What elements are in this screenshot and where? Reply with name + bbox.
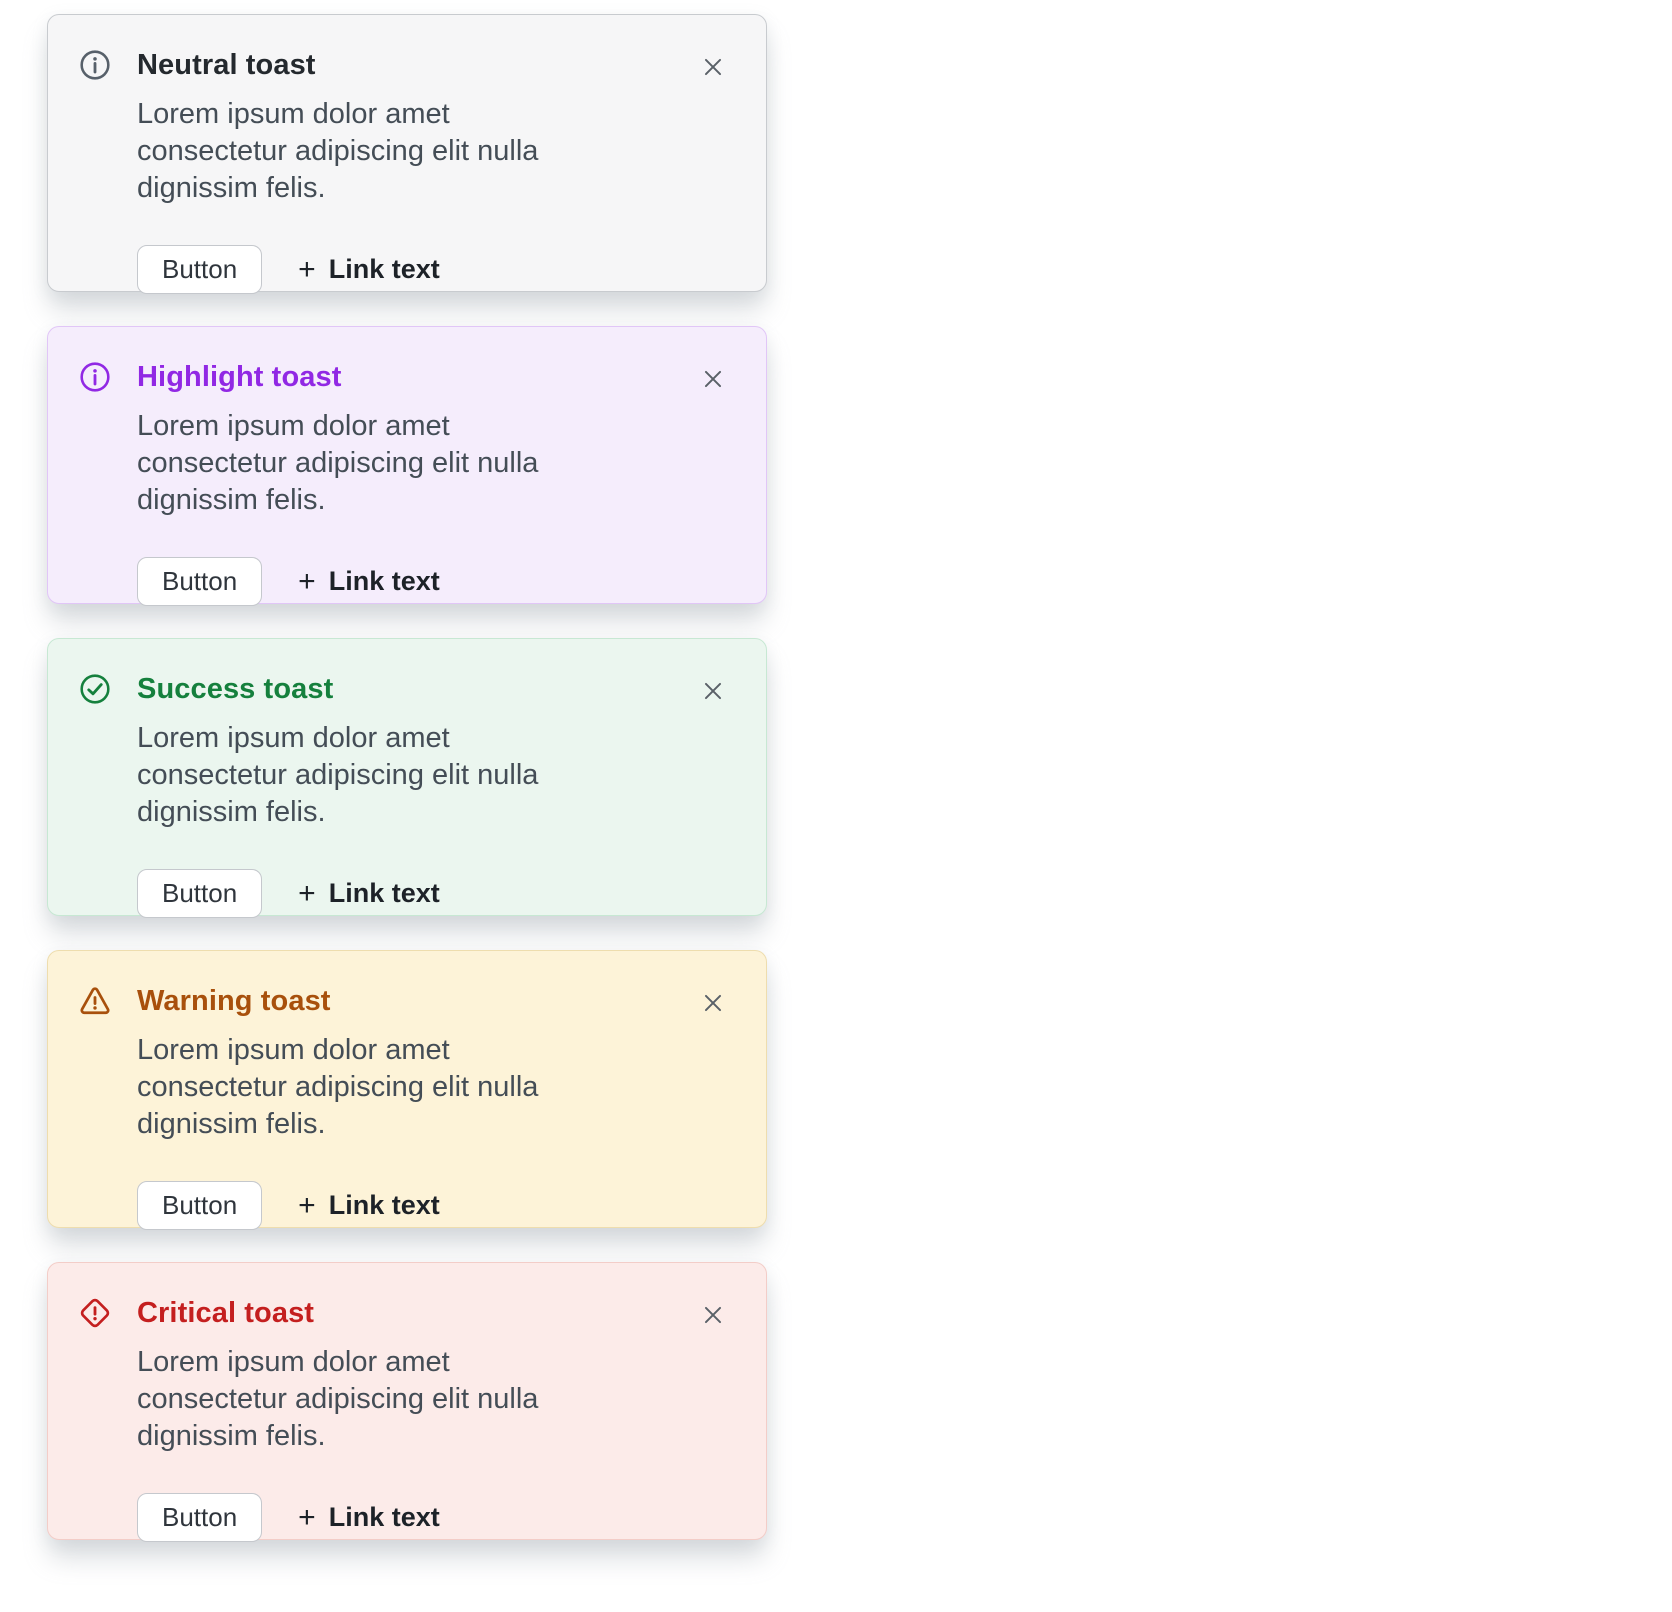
toast-body: Lorem ipsum dolor amet consectetur adipi… xyxy=(137,722,539,828)
toast-actions: Button + Link text xyxy=(137,1181,724,1230)
plus-icon: + xyxy=(298,1188,316,1222)
toast-action-button[interactable]: Button xyxy=(137,245,263,294)
toast-content: Highlight toast Lorem ipsum dolor amet c… xyxy=(137,360,724,606)
toast-link-label: Link text xyxy=(328,1190,440,1220)
toast-list: Neutral toast Lorem ipsum dolor amet con… xyxy=(47,14,767,1542)
toast-content: Success toast Lorem ipsum dolor amet con… xyxy=(137,672,724,918)
plus-icon: + xyxy=(298,1500,316,1534)
toast-link[interactable]: + Link text xyxy=(298,877,440,911)
toast-action-button[interactable]: Button xyxy=(137,869,263,918)
alert-diamond-icon xyxy=(78,1296,112,1330)
toast-link-label: Link text xyxy=(328,254,440,284)
toast-success: Success toast Lorem ipsum dolor amet con… xyxy=(47,638,767,918)
toast-link-label: Link text xyxy=(328,1502,440,1532)
toast-actions: Button + Link text xyxy=(137,557,724,606)
toast-title: Highlight toast xyxy=(137,361,342,393)
toast-title: Success toast xyxy=(137,673,334,705)
toast-highlight: Highlight toast Lorem ipsum dolor amet c… xyxy=(47,326,767,606)
toast-title: Critical toast xyxy=(137,1297,315,1329)
close-button[interactable] xyxy=(700,990,726,1016)
toast-actions: Button + Link text xyxy=(137,869,724,918)
toast-link-label: Link text xyxy=(328,566,440,596)
close-button[interactable] xyxy=(700,678,726,704)
toast-body: Lorem ipsum dolor amet consectetur adipi… xyxy=(137,1034,539,1140)
check-circle-icon xyxy=(78,672,112,706)
toast-title: Warning toast xyxy=(137,985,331,1017)
close-button[interactable] xyxy=(700,366,726,392)
toast-action-button[interactable]: Button xyxy=(137,1493,263,1542)
toast-content: Neutral toast Lorem ipsum dolor amet con… xyxy=(137,48,724,294)
toast-warning: Warning toast Lorem ipsum dolor amet con… xyxy=(47,950,767,1230)
toast-content: Warning toast Lorem ipsum dolor amet con… xyxy=(137,984,724,1230)
toast-link[interactable]: + Link text xyxy=(298,1189,440,1223)
toast-content: Critical toast Lorem ipsum dolor amet co… xyxy=(137,1296,724,1542)
close-icon xyxy=(700,366,726,392)
toast-link-label: Link text xyxy=(328,878,440,908)
warning-triangle-icon xyxy=(78,984,112,1018)
plus-icon: + xyxy=(298,876,316,910)
toast-link[interactable]: + Link text xyxy=(298,1501,440,1535)
plus-icon: + xyxy=(298,252,316,286)
toast-body: Lorem ipsum dolor amet consectetur adipi… xyxy=(137,410,539,516)
close-icon xyxy=(700,678,726,704)
plus-icon: + xyxy=(298,564,316,598)
close-icon xyxy=(700,990,726,1016)
toast-body: Lorem ipsum dolor amet consectetur adipi… xyxy=(137,1346,539,1452)
toast-action-button[interactable]: Button xyxy=(137,1181,263,1230)
toast-action-button[interactable]: Button xyxy=(137,557,263,606)
close-icon xyxy=(700,54,726,80)
info-icon xyxy=(78,360,112,394)
close-button[interactable] xyxy=(700,1302,726,1328)
toast-neutral: Neutral toast Lorem ipsum dolor amet con… xyxy=(47,14,767,294)
toast-actions: Button + Link text xyxy=(137,1493,724,1542)
close-button[interactable] xyxy=(700,54,726,80)
toast-body: Lorem ipsum dolor amet consectetur adipi… xyxy=(137,98,539,204)
toast-link[interactable]: + Link text xyxy=(298,253,440,287)
toast-actions: Button + Link text xyxy=(137,245,724,294)
close-icon xyxy=(700,1302,726,1328)
toast-title: Neutral toast xyxy=(137,49,316,81)
toast-critical: Critical toast Lorem ipsum dolor amet co… xyxy=(47,1262,767,1542)
toast-link[interactable]: + Link text xyxy=(298,565,440,599)
info-icon xyxy=(78,48,112,82)
